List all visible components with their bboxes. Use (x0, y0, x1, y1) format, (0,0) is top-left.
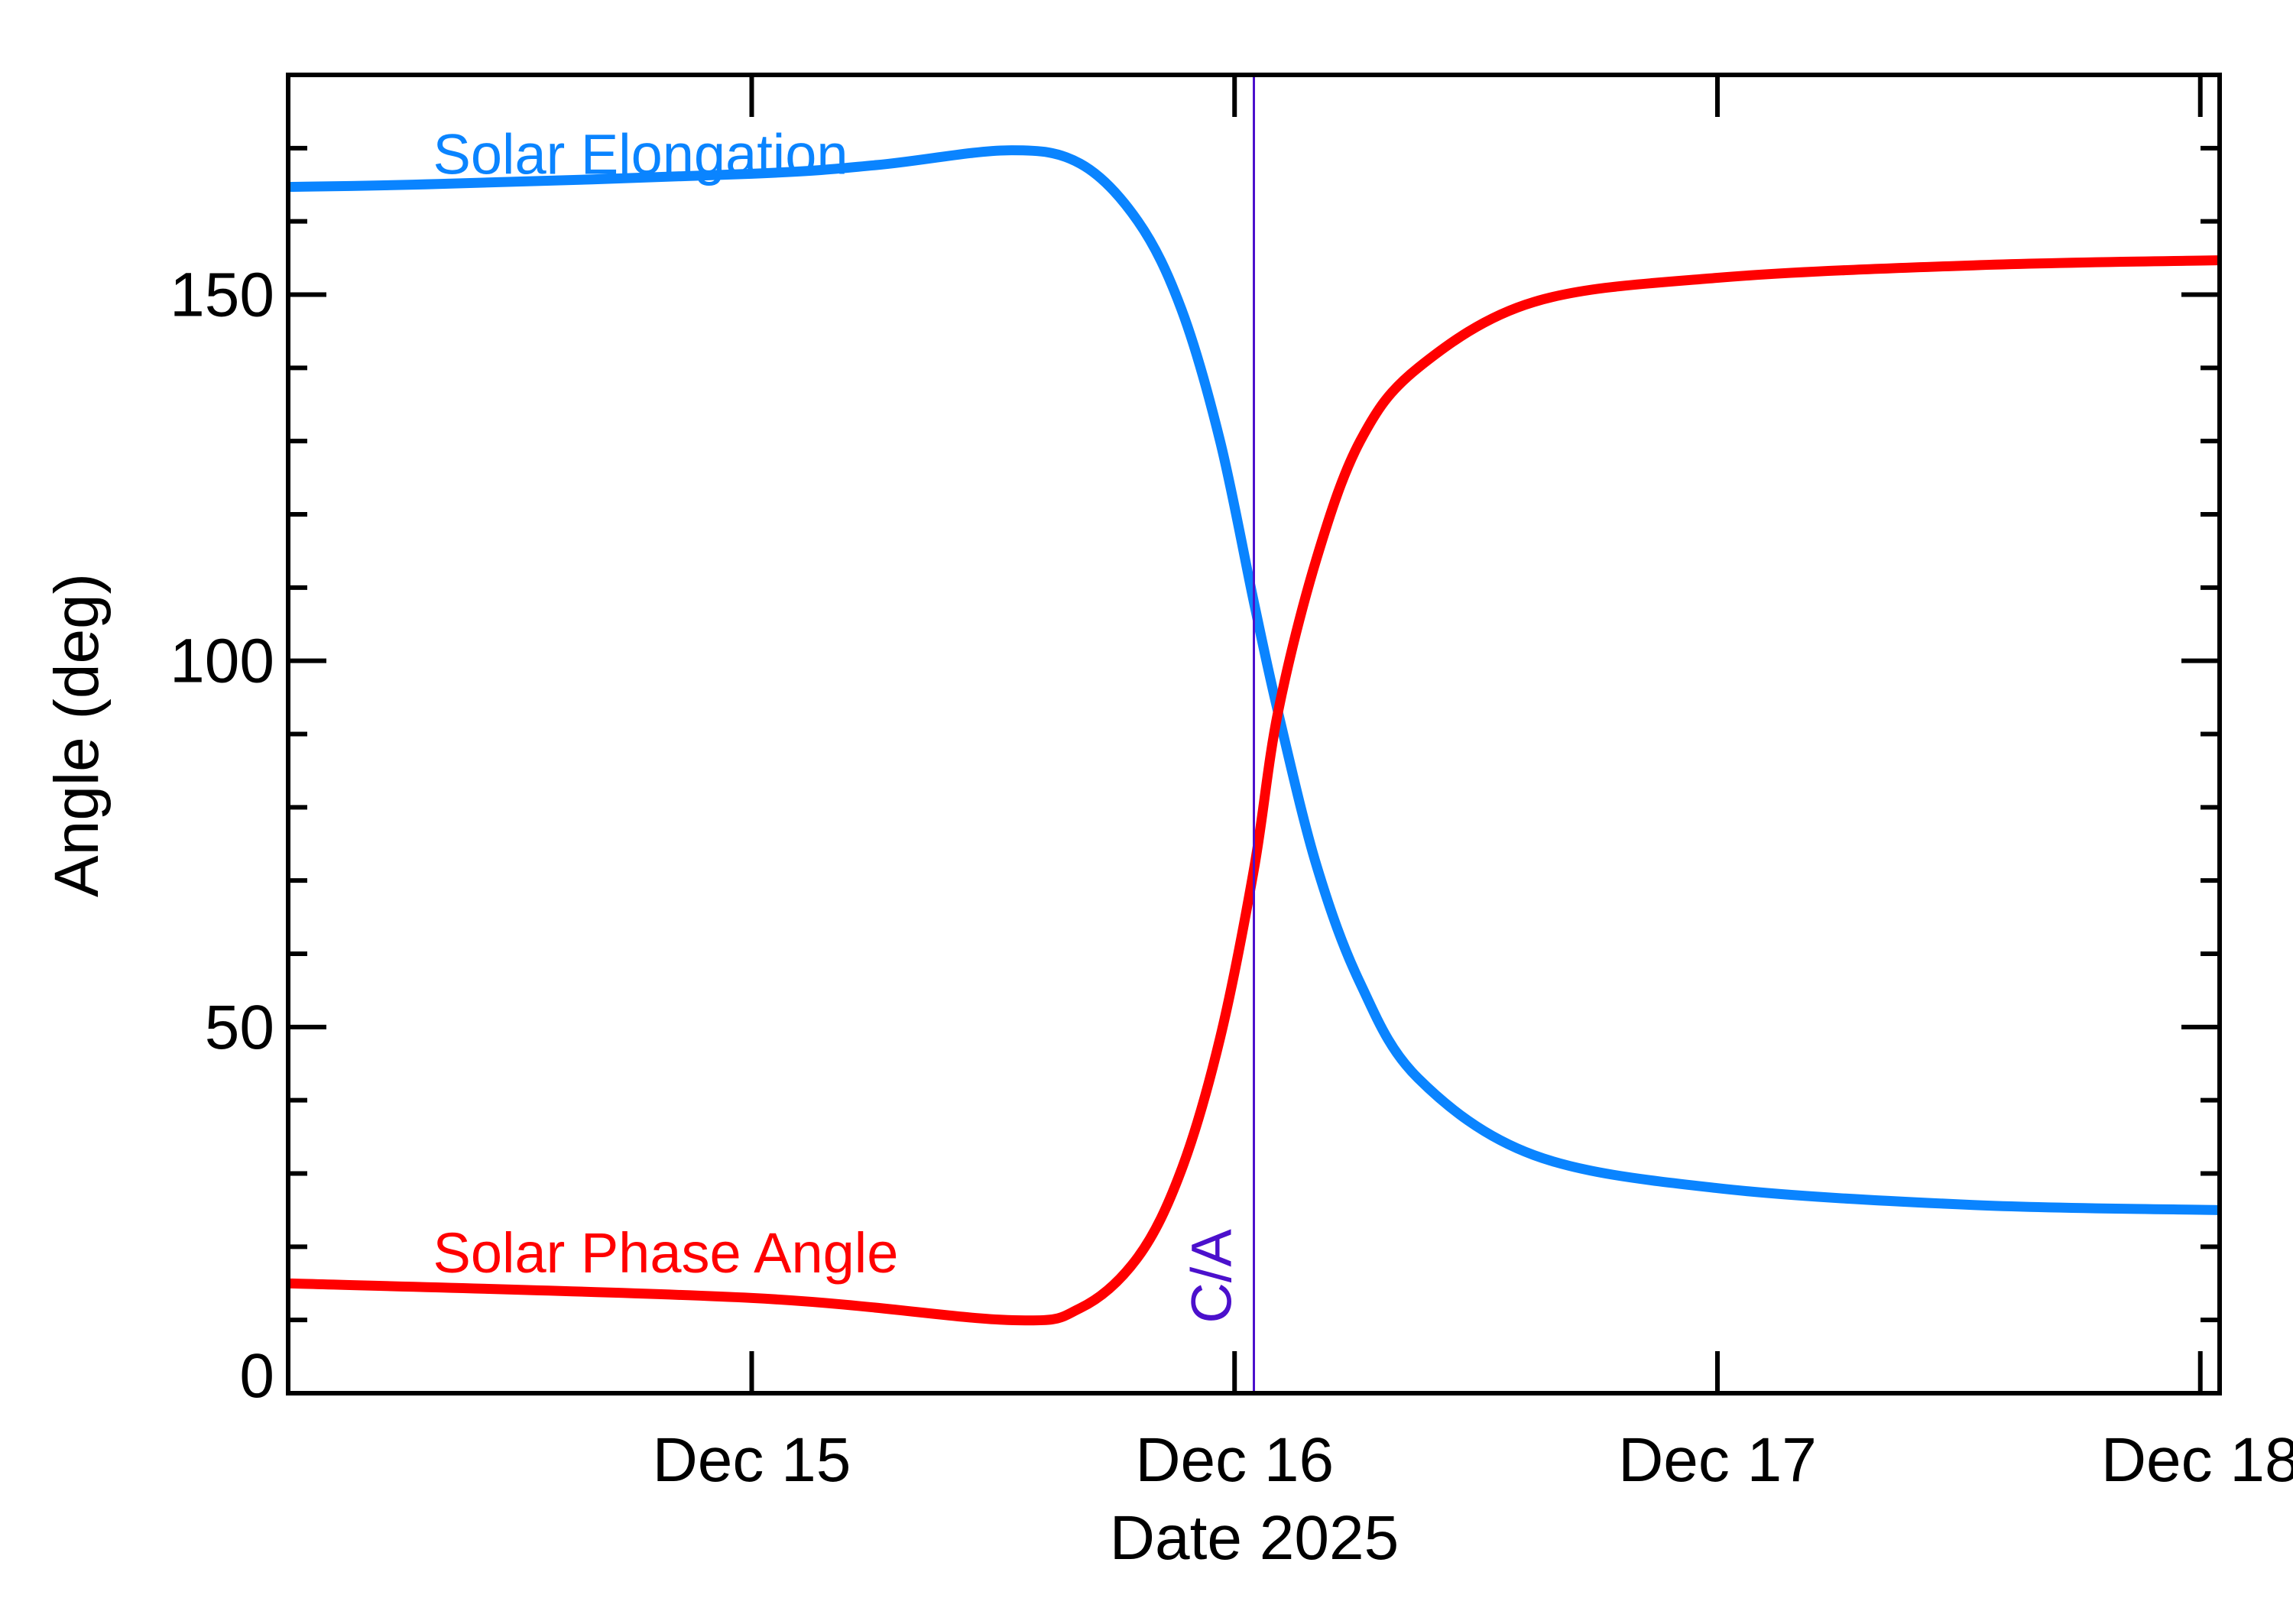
y-tick-label: 100 (170, 627, 274, 696)
ca-label: C/A (1180, 1229, 1244, 1324)
x-tick-label: Dec 18 (2101, 1425, 2293, 1495)
x-tick-label: Dec 16 (1135, 1425, 1334, 1495)
solar-elongation-line (287, 145, 2220, 1215)
x-tick-label: Dec 15 (653, 1425, 851, 1495)
y-tick-label: 50 (205, 993, 274, 1062)
x-tick-label: Dec 17 (1618, 1425, 1817, 1495)
solar-elongation-label: Solar Elongation (433, 122, 848, 186)
tick-labels: 0 50 100 150 Dec 15 Dec 16 Dec 17 Dec 18 (170, 261, 2293, 1496)
axis-ticks (288, 75, 2220, 1393)
y-tick-label: 0 (239, 1341, 274, 1411)
solar-phase-angle-label: Solar Phase Angle (433, 1221, 899, 1285)
series-layer (287, 145, 2220, 1326)
y-tick-label: 150 (170, 261, 274, 330)
solar-phase-angle-line (287, 255, 2220, 1326)
y-axis-title: Angle (deg) (42, 573, 112, 897)
plot-frame (286, 73, 2222, 1395)
x-axis-title: Date 2025 (1110, 1503, 1399, 1573)
